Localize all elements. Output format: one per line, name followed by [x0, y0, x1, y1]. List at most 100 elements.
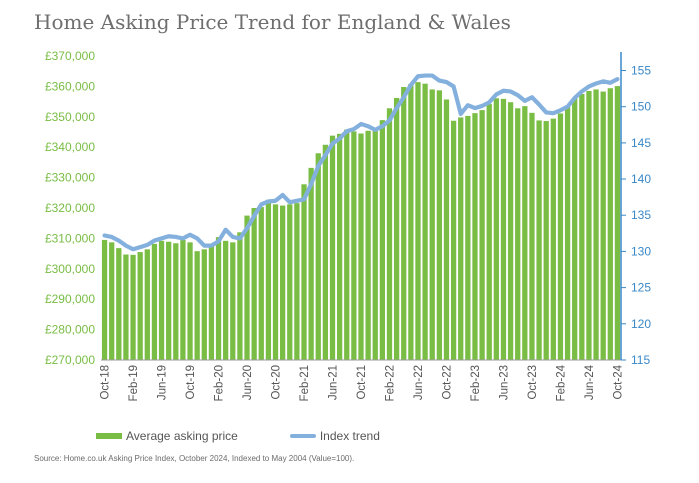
index-trend-line: [102, 73, 620, 252]
right-tick-label: 120: [631, 317, 651, 331]
bar-Oct-19: [187, 242, 193, 360]
bar-May-19: [151, 243, 158, 360]
bar-Sep-20: [265, 199, 272, 360]
bar-Aug-19: [173, 243, 179, 360]
bar-Aug-20: [258, 207, 264, 360]
axes: [101, 52, 622, 361]
bar-Nov-18: [109, 242, 115, 360]
bar-Apr-22: [401, 87, 407, 360]
bar-Oct-24: [614, 86, 621, 360]
x-tick-label: Feb-20: [214, 365, 226, 401]
bar-Apr-23: [486, 104, 492, 360]
bar-Mar-24: [564, 106, 571, 361]
legend-item-line: Index trend: [289, 429, 380, 443]
bar-Jan-22: [379, 120, 385, 360]
legend-swatch-bar: [96, 433, 122, 439]
source-note: Source: Home.co.uk Asking Price Index, O…: [34, 454, 355, 463]
bar-Jan-23: [465, 115, 471, 360]
bar-series: [101, 82, 621, 361]
bar-May-23: [493, 98, 499, 360]
bar-Dec-18: [116, 248, 122, 360]
bar-May-24: [579, 94, 585, 360]
right-axis-ticks: 115 120 125 130 135 140 145 150 155: [621, 64, 651, 367]
bar-May-20: [237, 232, 243, 360]
bar-Aug-22: [429, 89, 435, 360]
legend: Average asking price Index trend: [96, 429, 432, 443]
bar-Feb-21: [301, 184, 307, 360]
bar-Aug-23: [515, 108, 521, 360]
x-tick-label: Jun-21: [328, 365, 340, 400]
bar-Jan-19: [123, 254, 129, 360]
x-tick-label: Jun-22: [413, 365, 425, 400]
bar-Apr-19: [144, 249, 150, 360]
bar-Jan-21: [294, 203, 300, 360]
bar-Feb-22: [386, 108, 393, 360]
x-tick-label: Oct-18: [100, 365, 112, 400]
left-tick-label: £290,000: [45, 292, 95, 306]
bar-Sep-19: [180, 239, 186, 360]
x-tick-label: Feb-21: [299, 365, 311, 401]
bar-Aug-24: [600, 91, 606, 360]
bar-Apr-21: [315, 153, 321, 360]
x-tick-label: Oct-22: [442, 365, 454, 400]
bar-Dec-22: [458, 117, 464, 360]
x-axis-ticks: Oct-18 Feb-19 Jun-19 Oct-19 Feb-20 Jun-20 Oct-…: [100, 364, 625, 401]
bar-Jun-22: [415, 82, 421, 360]
right-tick-label: 140: [631, 172, 651, 186]
bar-Nov-19: [194, 251, 200, 360]
right-tick-label: 135: [631, 208, 651, 222]
bar-Jul-20: [251, 208, 257, 360]
bar-Sep-23: [522, 106, 528, 360]
bar-Sep-24: [607, 88, 613, 360]
x-tick-label: Oct-20: [271, 365, 283, 400]
bar-Sep-22: [436, 90, 442, 360]
right-tick-label: 155: [631, 64, 651, 78]
bar-Jun-23: [500, 98, 507, 361]
x-tick-label: Jun-19: [157, 365, 169, 400]
left-tick-label: £280,000: [45, 323, 95, 337]
x-tick-label: Feb-22: [385, 365, 397, 401]
x-tick-label: Feb-24: [556, 364, 568, 401]
bar-Oct-20: [272, 204, 279, 360]
line-series: [102, 73, 620, 252]
x-tick-label: Feb-19: [128, 365, 140, 401]
bar-Oct-18: [101, 239, 108, 360]
bar-Jul-21: [336, 133, 343, 360]
left-tick-label: £340,000: [45, 140, 95, 154]
left-tick-label: £370,000: [45, 49, 95, 63]
left-tick-label: £330,000: [45, 171, 95, 185]
x-tick-label: Jun-23: [499, 365, 511, 400]
bar-Jun-20: [244, 215, 250, 360]
right-tick-label: 115: [631, 353, 650, 367]
left-tick-label: £310,000: [45, 231, 95, 245]
bar-Dec-21: [372, 128, 378, 360]
bar-Jun-19: [158, 240, 165, 360]
bar-Nov-21: [365, 130, 371, 360]
bar-Jul-24: [593, 89, 599, 360]
bar-Mar-21: [308, 167, 314, 360]
bar-Dec-20: [287, 204, 293, 360]
bar-May-21: [322, 144, 329, 360]
bar-Nov-20: [280, 205, 286, 360]
bar-Apr-20: [230, 242, 236, 360]
bar-Mar-23: [479, 110, 485, 360]
bar-Apr-24: [572, 98, 578, 360]
bar-Jun-24: [586, 90, 592, 361]
legend-label-line: Index trend: [319, 429, 380, 443]
right-tick-label: 145: [631, 136, 651, 150]
x-tick-label: Oct-21: [356, 365, 368, 400]
bar-Sep-21: [351, 131, 357, 360]
left-tick-label: £300,000: [45, 262, 95, 276]
legend-item-bar: Average asking price: [96, 429, 238, 443]
bar-Jan-24: [550, 118, 556, 361]
bar-Jul-22: [422, 83, 428, 360]
right-tick-label: 130: [631, 244, 651, 258]
x-tick-label: Jun-24: [584, 364, 596, 400]
x-tick-label: Jun-20: [242, 365, 254, 400]
legend-label-bar: Average asking price: [126, 429, 238, 443]
x-tick-label: Oct-24: [612, 364, 624, 399]
bar-Nov-23: [536, 120, 542, 360]
bar-Dec-23: [543, 121, 549, 360]
x-tick-label: Feb-23: [470, 365, 482, 401]
